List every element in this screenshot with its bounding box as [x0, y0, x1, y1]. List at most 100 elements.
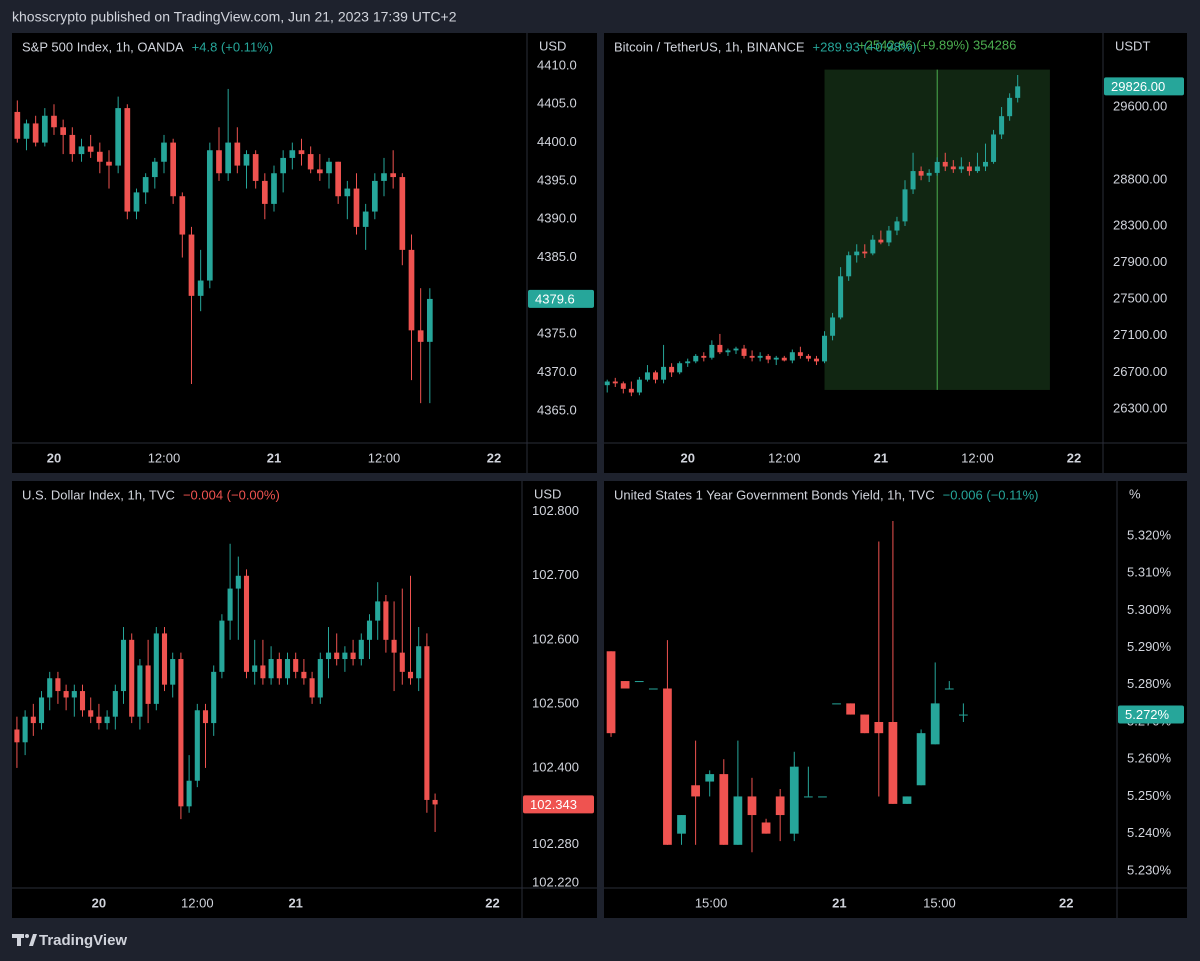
y-tick-label: 26700.00 [1113, 364, 1167, 379]
candle-body [620, 681, 630, 689]
candle-body [741, 348, 747, 356]
chart-title: U.S. Dollar Index, 1h, TVC [22, 487, 175, 502]
last-price-tag [528, 289, 594, 308]
candle-body [326, 161, 332, 174]
candle-body [293, 659, 299, 672]
candle-body [854, 251, 860, 256]
candle-body [96, 151, 103, 162]
x-tick-label: 12:00 [368, 450, 401, 465]
candle-body [749, 355, 755, 358]
y-tick-label: 5.290% [1127, 639, 1172, 654]
candle-body [391, 639, 397, 653]
candle-body [717, 344, 723, 353]
candle-body [653, 372, 659, 380]
candle-body [342, 652, 348, 660]
candle-body [129, 639, 135, 717]
candle-body [663, 688, 672, 845]
tradingview-logo [12, 934, 37, 946]
y-tick-label: 4375.0 [537, 326, 577, 341]
candle-body [202, 710, 209, 724]
candle-body [170, 142, 176, 197]
candle-body [934, 161, 940, 173]
y-tick-label: 5.240% [1127, 825, 1172, 840]
candle-body [179, 196, 186, 235]
candle-body [383, 601, 389, 640]
candle-body [757, 355, 763, 358]
candle-body [137, 665, 143, 717]
candle-body [407, 671, 414, 679]
candle-body [268, 659, 274, 679]
candle-body [161, 633, 168, 685]
candle-body [243, 154, 250, 166]
last-price-label: 29826.00 [1111, 79, 1165, 94]
y-tick-label: 5.250% [1127, 788, 1172, 803]
candle-body [375, 601, 381, 621]
candle-body [124, 108, 131, 212]
candle-body [733, 348, 739, 351]
footer-brand: TradingView [39, 932, 127, 949]
candle-body [153, 633, 159, 704]
publish-header: khosscrypto published on TradingView.com… [12, 9, 457, 25]
candle-body [628, 388, 634, 393]
candle-body [79, 691, 86, 711]
panel-background [604, 481, 1187, 918]
candle-body [63, 691, 69, 698]
candle-body [362, 211, 369, 227]
candle-body [211, 671, 217, 724]
candle-body [701, 355, 707, 358]
y-tick-label: 5.320% [1127, 527, 1172, 542]
plot-area [14, 543, 438, 832]
candle-body [344, 188, 351, 197]
chart-title: Bitcoin / TetherUS, 1h, BINANCE [614, 39, 805, 54]
panel-background [12, 481, 597, 918]
candle-body [243, 575, 250, 672]
y-tick-label: 5.310% [1127, 565, 1172, 580]
candle-body [950, 166, 956, 170]
candle-body [902, 796, 912, 804]
currency-label: USD [534, 486, 561, 501]
candle-body [133, 192, 140, 212]
candle-body [417, 330, 424, 342]
candle-body [886, 230, 892, 243]
candle-body [309, 678, 315, 698]
last-price-tag [523, 795, 594, 814]
candle-body [803, 796, 813, 798]
logo-slash [29, 934, 37, 946]
candle-body [51, 115, 57, 128]
measure-label: +2542.86 (+9.89%) 354286 [858, 37, 1016, 52]
candle-body [325, 652, 332, 660]
candle-body [612, 381, 618, 384]
candle-body [69, 134, 76, 155]
y-tick-label: 5.300% [1127, 602, 1172, 617]
candle-body [636, 379, 642, 393]
y-tick-label: 102.400 [532, 759, 579, 774]
candle-body [145, 665, 151, 704]
candle-body [426, 298, 433, 342]
last-price-label: 102.343 [530, 797, 577, 812]
chart-change: +4.8 (+0.11%) [192, 39, 273, 54]
candle-body [916, 733, 926, 786]
candle-body [705, 774, 715, 782]
candle-body [634, 681, 644, 683]
x-tick-label: 22 [1059, 895, 1073, 910]
x-tick-label: 12:00 [961, 450, 994, 465]
chart-title: S&P 500 Index, 1h, OANDA [22, 39, 184, 54]
y-tick-label: 27500.00 [1113, 291, 1167, 306]
candle-body [104, 716, 110, 724]
candle-body [38, 697, 45, 724]
chart-panel: 5.230%5.240%5.250%5.260%5.270%5.280%5.29… [604, 481, 1187, 918]
candle-body [789, 352, 795, 361]
last-price-label: 5.272% [1125, 707, 1170, 722]
y-tick-label: 102.220 [532, 875, 579, 890]
x-tick-label: 22 [487, 450, 501, 465]
panel-background [12, 33, 597, 473]
y-tick-label: 102.280 [532, 836, 579, 851]
candle-body [942, 161, 948, 167]
candle-body [878, 239, 884, 243]
candle-body [78, 146, 85, 155]
candle-body [661, 366, 667, 380]
last-price-label: 4379.6 [535, 291, 575, 306]
candle-body [959, 714, 968, 716]
